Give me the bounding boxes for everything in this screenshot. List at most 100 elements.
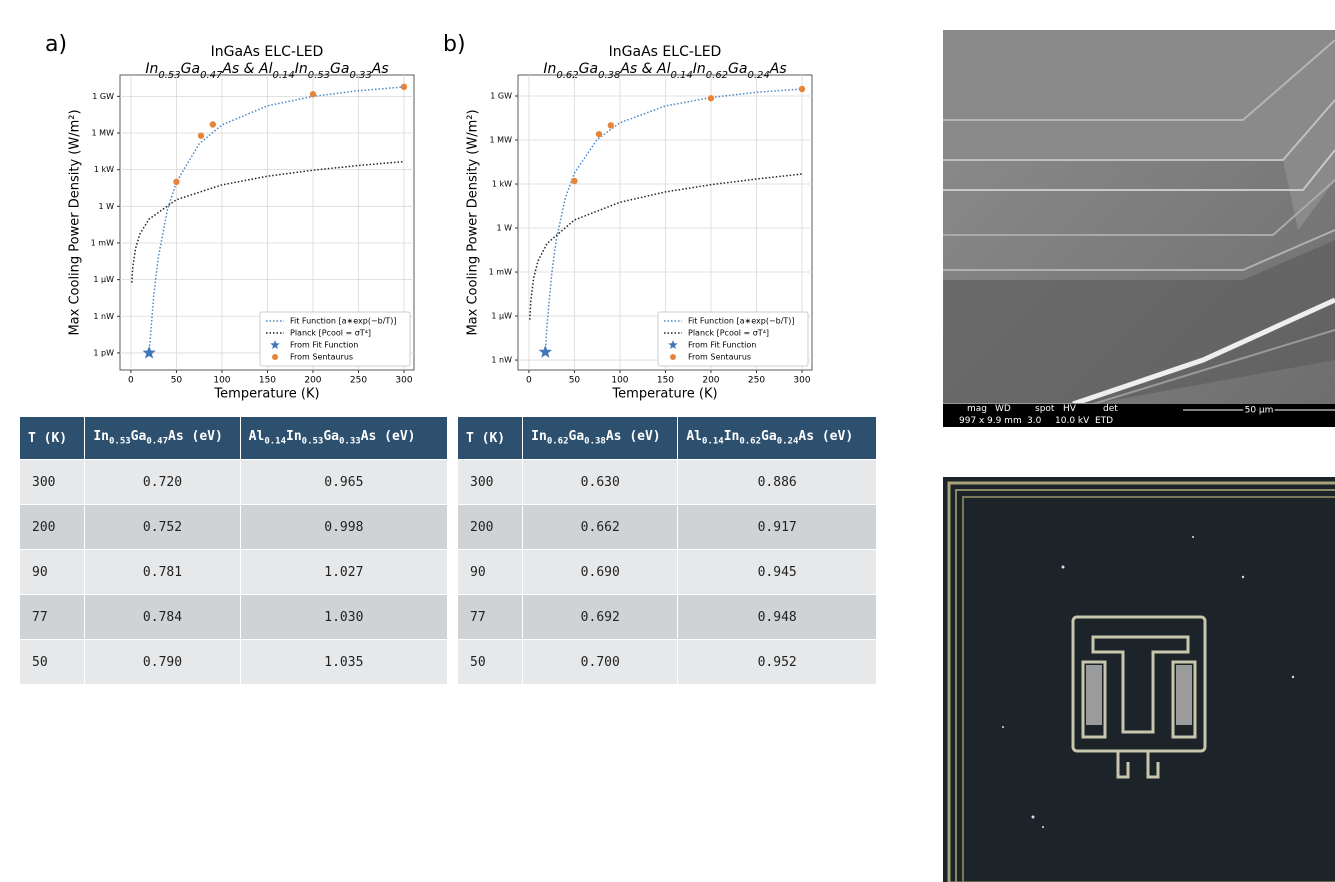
legend-label: Fit Function [a∗exp(−b/T)] [688,317,795,326]
table-cell: 0.998 [240,505,447,550]
table-cell: 50 [20,640,85,685]
star-marker [143,346,156,359]
sem-label: det [1103,404,1118,414]
chart-title: InGaAs ELC-LED [211,44,324,60]
header-row: T (K)In0.53Ga0.47As (eV)Al0.14In0.53Ga0.… [20,417,448,460]
y-tick-label: 1 MW [92,129,115,138]
header-part: In [93,429,109,444]
table-cell: 0.945 [678,550,877,595]
table-cell: 1.027 [240,550,447,595]
header-part: 0.53 [109,437,131,447]
legend-swatch [272,354,278,360]
y-tick-label: 1 kW [94,165,114,174]
table-cell: 77 [20,595,85,640]
microscope-image [943,477,1335,882]
x-tick-label: 200 [304,376,321,386]
point-marker [210,121,216,127]
point-marker [198,133,204,139]
header-row: T (K)In0.62Ga0.38As (eV)Al0.14In0.62Ga0.… [458,417,877,460]
sem-label: HV [1063,404,1077,414]
legend-label: Planck [Pcool = σT⁴] [290,329,371,338]
table-cell: 0.965 [240,460,447,505]
header-part: Ga [323,429,339,444]
chart-subtitle: In0.62Ga0.38As & Al0.14In0.62Ga0.24As [543,61,786,81]
sem-value: 9.9 mm [987,416,1022,426]
header-cell: T (K) [20,417,85,460]
y-tick-label: 1 µW [93,275,114,284]
table-cell: 0.692 [523,595,678,640]
header-cell: In0.53Ga0.47As (eV) [85,417,240,460]
header-part: In [724,429,740,444]
y-tick-label: 1 W [98,202,114,211]
x-tick-label: 300 [793,376,810,386]
header-cell: T (K) [458,417,523,460]
header-part: As (eV) [606,429,661,444]
legend-label: Planck [Pcool = σT⁴] [688,329,769,338]
point-marker [401,84,407,90]
x-tick-label: 100 [611,376,628,386]
chart-subtitle: In0.53Ga0.47As & Al0.14In0.53Ga0.33As [145,61,388,81]
sem-value: ETD [1095,416,1113,426]
header-part: 0.47 [146,437,168,447]
header-part: 0.14 [702,437,724,447]
chart-title: InGaAs ELC-LED [609,44,722,60]
table-cell: 300 [20,460,85,505]
header-part: 0.53 [302,437,324,447]
table-cell: 0.784 [85,595,240,640]
point-marker [571,178,577,184]
table-cell: 0.952 [678,640,877,685]
series-line [132,162,404,283]
y-tick-label: 1 MW [490,136,513,145]
x-tick-label: 100 [213,376,230,386]
x-tick-label: 250 [350,376,367,386]
x-tick-label: 0 [526,376,532,386]
point-marker [173,179,179,185]
header-part: In [531,429,547,444]
x-tick-label: 150 [657,376,674,386]
legend-label: From Sentaurus [290,353,353,362]
series-line [530,174,802,320]
table-cell: 0.917 [678,505,877,550]
legend-label: Fit Function [a∗exp(−b/T)] [290,317,397,326]
x-axis-label: Temperature (K) [213,387,319,402]
table-cell: 0.662 [523,505,678,550]
y-tick-label: 1 GW [490,91,512,100]
header-part: 0.38 [584,437,606,447]
y-tick-label: 1 pW [93,348,114,357]
sem-label: mag [967,404,987,414]
table-cell: 0.886 [678,460,877,505]
y-axis-label: Max Cooling Power Density (W/m²) [68,109,83,335]
y-tick-label: 1 nW [491,356,512,365]
header-part: In [286,429,302,444]
point-marker [608,122,614,128]
table-cell: 1.035 [240,640,447,685]
star-marker [539,345,552,358]
y-tick-label: 1 nW [93,312,114,321]
sem-label: spot [1035,404,1055,414]
x-tick-label: 0 [128,376,134,386]
header-part: 0.62 [739,437,761,447]
sem-value: 3.0 [1027,416,1042,426]
x-tick-label: 250 [748,376,765,386]
y-axis-label: Max Cooling Power Density (W/m²) [466,109,481,335]
header-part: Al [686,429,702,444]
table-cell: 90 [20,550,85,595]
x-tick-label: 300 [395,376,412,386]
header-part: Ga [761,429,777,444]
header-cell: Al0.14In0.53Ga0.33As (eV) [240,417,447,460]
table-cell: 50 [458,640,523,685]
header-cell: In0.62Ga0.38As (eV) [523,417,678,460]
legend-label: From Sentaurus [688,353,751,362]
table-b: T (K)In0.62Ga0.38As (eV)Al0.14In0.62Ga0.… [458,417,877,684]
x-axis-label: Temperature (K) [611,387,717,402]
y-tick-label: 1 GW [92,92,114,101]
header-part: 0.24 [777,437,799,447]
point-marker [708,95,714,101]
y-tick-label: 1 µW [491,312,512,321]
table-cell: 0.700 [523,640,678,685]
